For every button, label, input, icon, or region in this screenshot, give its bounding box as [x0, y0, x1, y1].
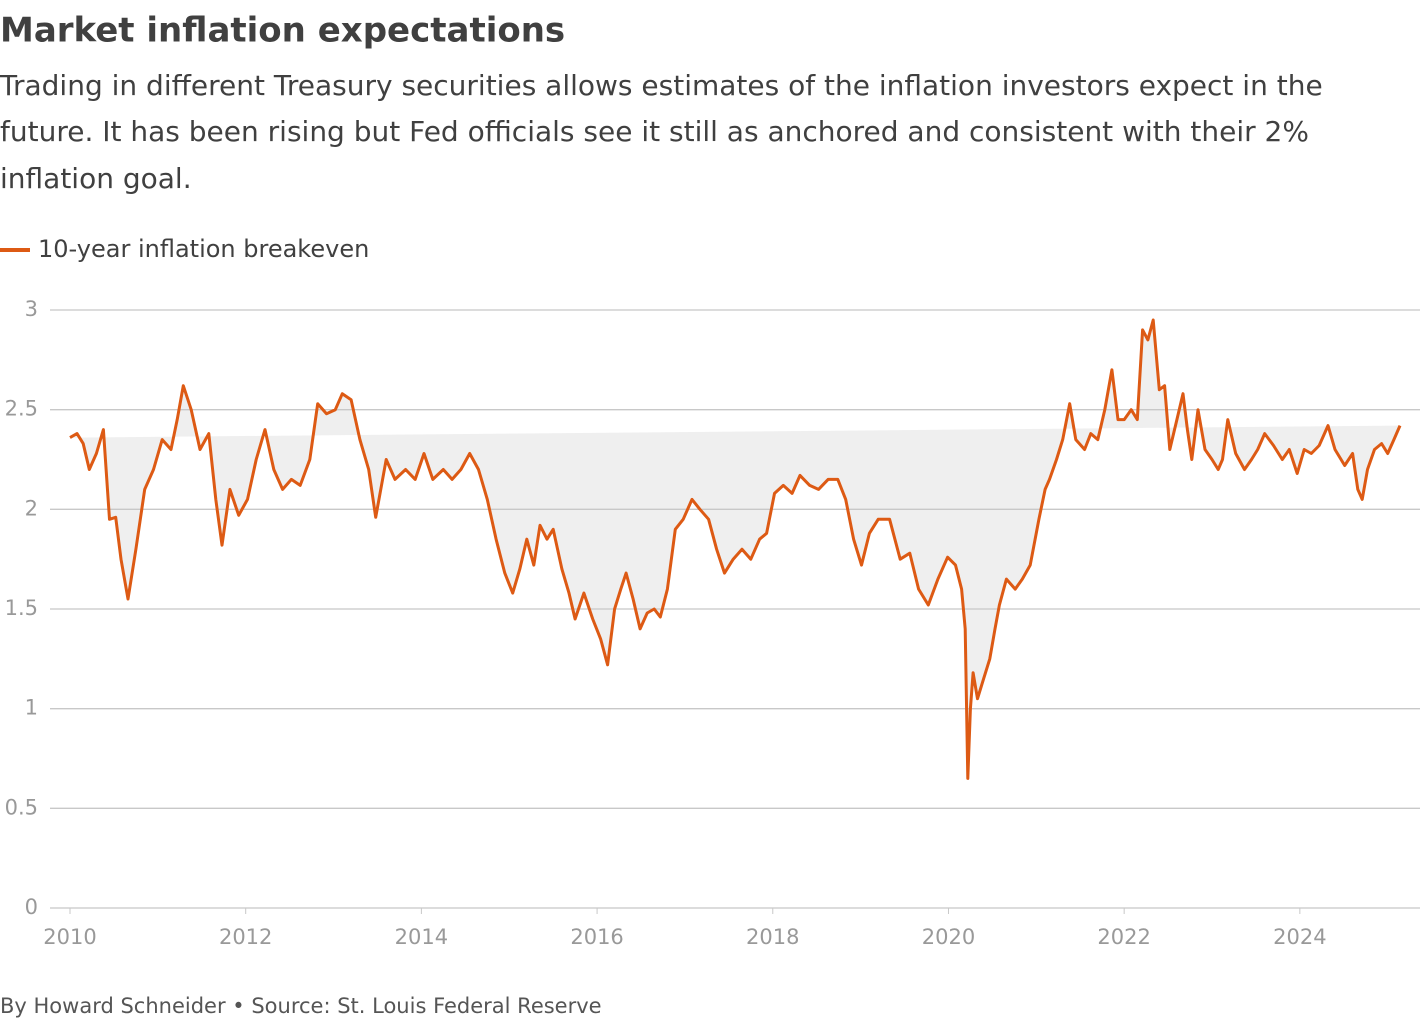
subtitle-line: future. It has been rising but Fed offic…	[0, 115, 1309, 148]
x-tick-label: 2018	[746, 925, 799, 949]
y-tick-label: 1	[25, 696, 38, 720]
subtitle-line: Trading in different Treasury securities…	[0, 69, 1323, 102]
area	[70, 320, 1400, 779]
x-tick-label: 2024	[1273, 925, 1326, 949]
y-tick-label: 1.5	[5, 596, 38, 620]
y-tick-label: 0	[25, 895, 38, 919]
y-tick-label: 3	[25, 297, 38, 321]
y-tick-label: 2	[25, 496, 38, 520]
y-tick-label: 0.5	[5, 795, 38, 819]
chart-title: Market inflation expectations	[0, 11, 565, 51]
footer: By Howard Schneider • Source: St. Louis …	[0, 994, 602, 1018]
x-tick-label: 2016	[570, 925, 623, 949]
series-line	[69, 318, 1402, 780]
x-tick-label: 2014	[395, 925, 448, 949]
y-tick-label: 2.5	[5, 397, 38, 421]
legend-label: 10-year inflation breakeven	[38, 235, 369, 263]
x-tick-label: 2020	[922, 925, 975, 949]
subtitle-line: inflation goal.	[0, 162, 192, 195]
x-tick-label: 2010	[43, 925, 96, 949]
x-tick-label: 2012	[219, 925, 272, 949]
x-tick-label: 2022	[1097, 925, 1150, 949]
